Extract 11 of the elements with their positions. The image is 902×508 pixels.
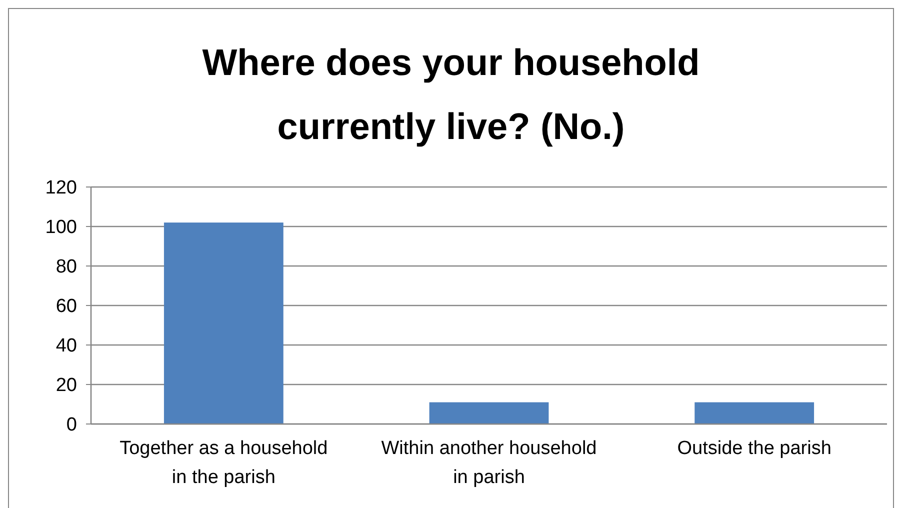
x-tick-label: Together as a household in the parish [120, 438, 328, 488]
y-tick-label: 80 [56, 256, 77, 278]
x-tick-label: Within another household in parish [381, 438, 597, 488]
chart-title: Where does your household currently live? (No.) [202, 42, 700, 147]
y-tick-label: 100 [45, 217, 77, 238]
y-tick-label: 0 [66, 414, 77, 436]
y-tick-label: 20 [56, 375, 77, 396]
y-tick-label: 40 [56, 336, 77, 357]
x-tick-label: Outside the parish [677, 438, 832, 459]
y-tick-label: 60 [56, 296, 77, 318]
y-tick-label: 120 [45, 178, 77, 199]
